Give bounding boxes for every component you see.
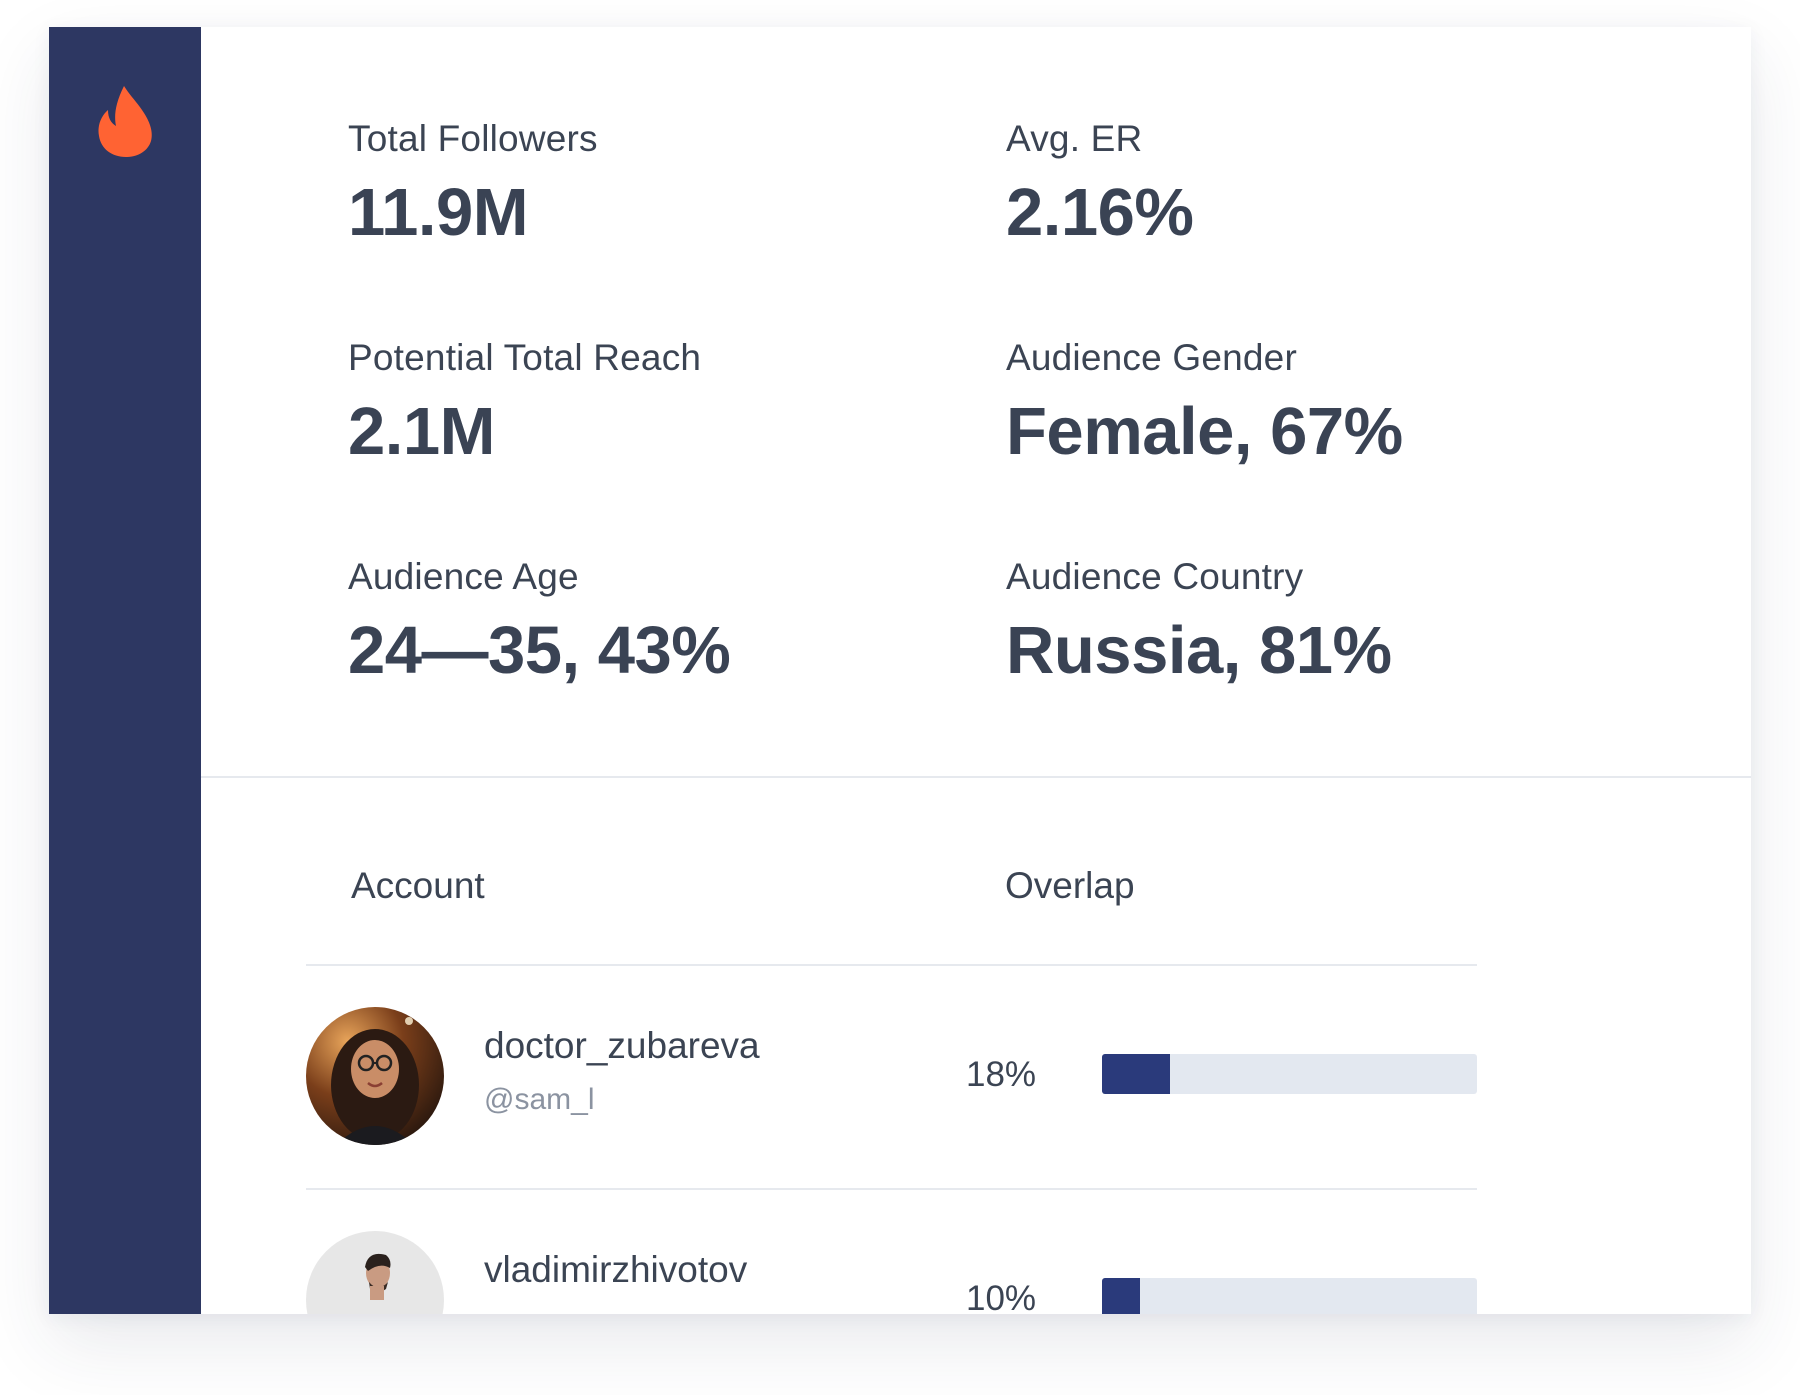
account-name[interactable]: doctor_zubareva <box>484 1025 760 1066</box>
stat-label: Audience Age <box>348 556 579 597</box>
stat-value: 24—35, 43% <box>348 613 731 688</box>
table-row[interactable]: doctor_zubareva @sam_l 18% <box>306 1007 1477 1147</box>
column-header-overlap[interactable]: Overlap <box>1005 865 1135 906</box>
section-divider <box>201 776 1751 778</box>
flame-icon[interactable] <box>97 85 153 158</box>
overlap-bar <box>1102 1278 1477 1314</box>
avatar[interactable] <box>306 1231 444 1314</box>
stat-value: Russia, 81% <box>1006 613 1392 688</box>
overlap-bar-fill <box>1102 1054 1170 1094</box>
stat-label: Total Followers <box>348 118 598 159</box>
stat-label: Audience Gender <box>1006 337 1297 378</box>
table-row[interactable]: vladimirzhivotov 10% <box>306 1231 1477 1314</box>
overlap-percent: 10% <box>966 1279 1037 1314</box>
main-content: Total Followers 11.9M Avg. ER 2.16% Pote… <box>201 27 1751 1314</box>
stat-value: 2.1M <box>348 394 495 469</box>
stat-label: Avg. ER <box>1006 118 1143 159</box>
overlap-percent: 18% <box>966 1055 1037 1094</box>
stat-audience-country: Audience Country Russia, 81% <box>1006 556 1392 689</box>
overlap-bar-fill <box>1102 1278 1140 1314</box>
avatar[interactable] <box>306 1007 444 1145</box>
overlap-bar <box>1102 1054 1477 1094</box>
account-handle: @sam_l <box>484 1083 595 1116</box>
stat-potential-total-reach: Potential Total Reach 2.1M <box>348 337 701 470</box>
stat-total-followers: Total Followers 11.9M <box>348 118 598 251</box>
sidebar <box>49 27 201 1314</box>
table-divider <box>306 1188 1477 1190</box>
account-name[interactable]: vladimirzhivotov <box>484 1249 748 1290</box>
stat-value: 2.16% <box>1006 175 1194 250</box>
stat-label: Audience Country <box>1006 556 1304 597</box>
analytics-card: Total Followers 11.9M Avg. ER 2.16% Pote… <box>49 27 1751 1314</box>
stat-value: 11.9M <box>348 175 529 250</box>
stat-label: Potential Total Reach <box>348 337 702 378</box>
table-divider <box>306 964 1477 966</box>
stat-audience-age: Audience Age 24—35, 43% <box>348 556 731 689</box>
column-header-account[interactable]: Account <box>351 865 485 906</box>
stat-avg-er: Avg. ER 2.16% <box>1006 118 1194 251</box>
stat-value: Female, 67% <box>1006 394 1403 469</box>
stat-audience-gender: Audience Gender Female, 67% <box>1006 337 1403 470</box>
